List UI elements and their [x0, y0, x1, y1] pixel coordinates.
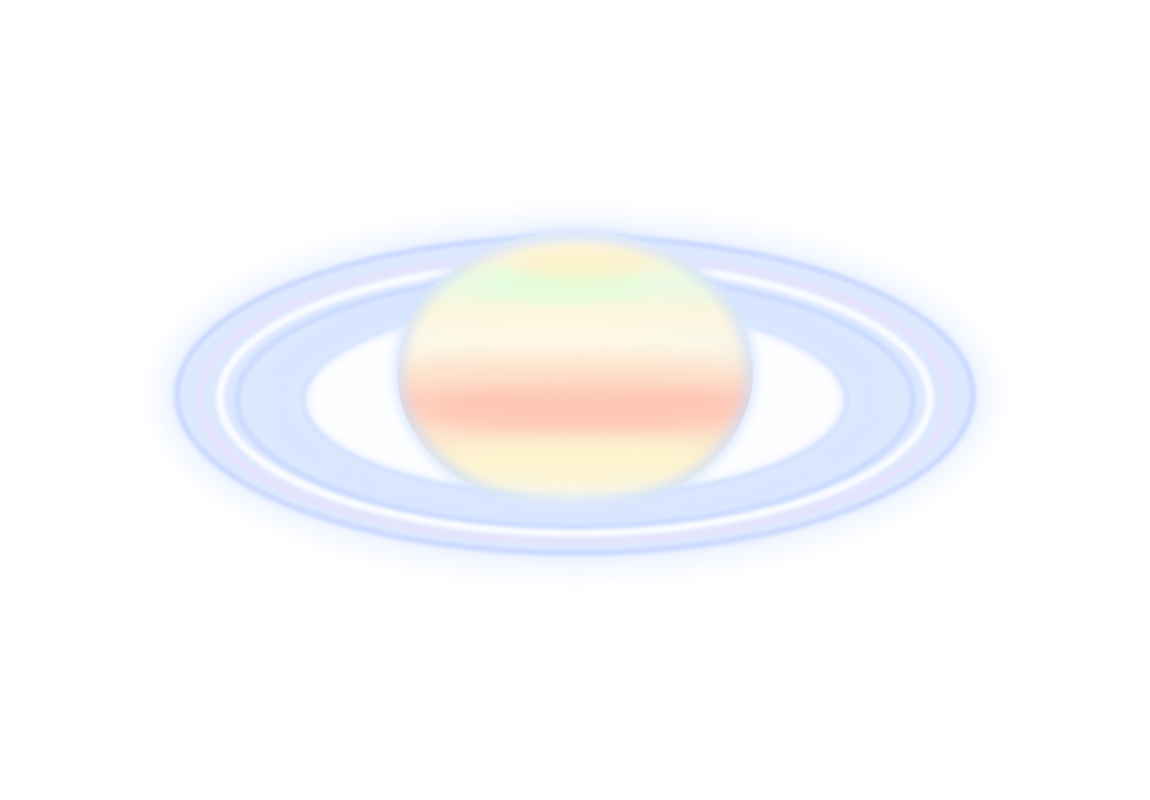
planet-body	[390, 228, 760, 516]
